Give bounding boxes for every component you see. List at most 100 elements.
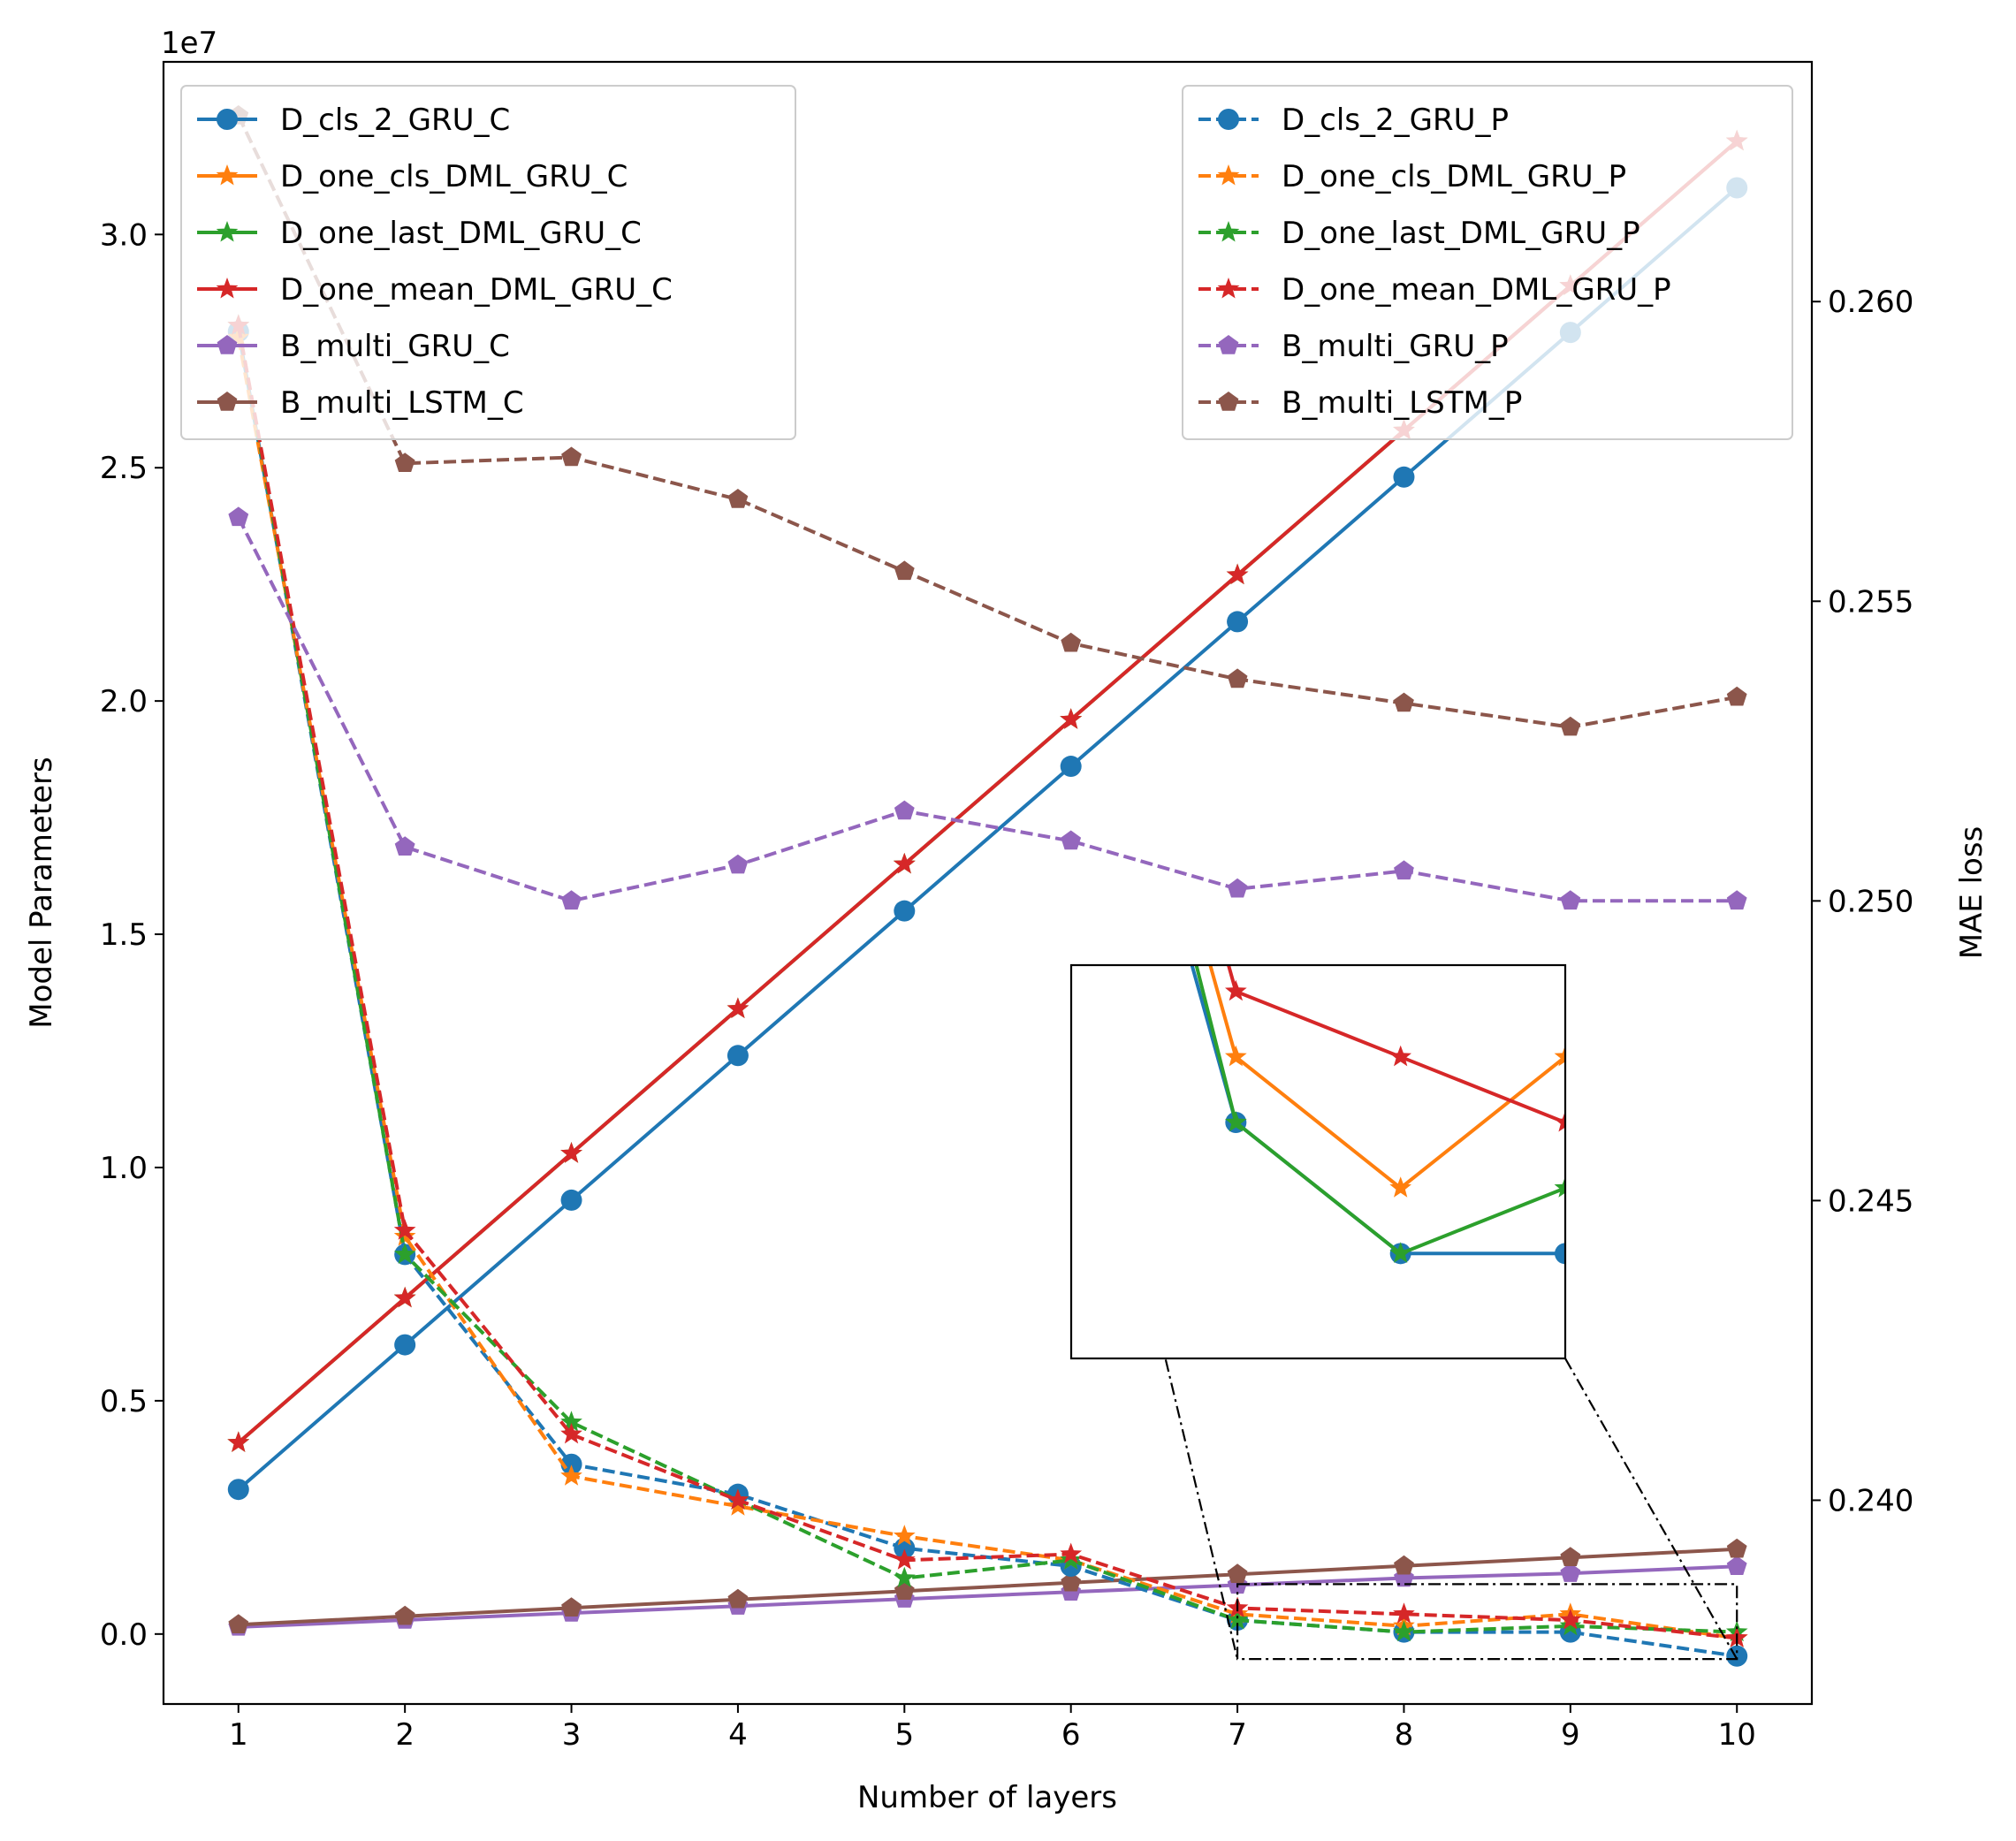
data-point: [227, 1431, 250, 1452]
data-point: [560, 1464, 582, 1486]
legend-label: B_multi_GRU_C: [280, 329, 510, 364]
inset-background: [1071, 965, 1565, 1358]
zoom-source-region: [1236, 1583, 1738, 1661]
legend-marker: [217, 335, 238, 354]
legend-marker: [1217, 221, 1240, 242]
data-point: [1393, 1620, 1415, 1642]
data-point: [1227, 611, 1249, 633]
data-point: [393, 1225, 416, 1246]
data-point: [1726, 686, 1747, 706]
data-point: [1726, 890, 1747, 910]
data-point: [227, 1479, 249, 1501]
data-point: [1060, 1542, 1083, 1563]
data-point: [561, 890, 582, 910]
left-y-tick-label: 0.0: [100, 1617, 148, 1653]
data-point: [1560, 716, 1581, 736]
legend-marker: [1218, 335, 1239, 354]
data-point: [1389, 1242, 1411, 1263]
data-point: [1560, 890, 1581, 910]
legend-marker: [1217, 278, 1240, 299]
legend-entry: B_multi_LSTM_P: [1198, 385, 1522, 421]
data-point: [1389, 1045, 1411, 1067]
legend-label: D_one_last_DML_GRU_C: [280, 216, 642, 251]
left-y-tick-label: 2.5: [100, 451, 148, 486]
zoom-connector: [1564, 1358, 1738, 1660]
series-D_one_last_DML_GRU_P-inset: [1194, 965, 1565, 1263]
x-tick-label: 6: [1061, 1717, 1081, 1753]
legend-entry: D_one_cls_DML_GRU_C: [197, 159, 628, 194]
legend-loss: D_cls_2_GRU_P D_one_cls_DML_GRU_P D_one_la…: [1182, 85, 1793, 440]
data-point: [893, 1566, 916, 1588]
legend-parameters: D_cls_2_GRU_C D_one_cls_DML_GRU_C D_one_la…: [180, 85, 796, 440]
data-point: [1389, 1176, 1411, 1198]
data-point: [1061, 830, 1082, 850]
data-point: [1559, 1614, 1582, 1636]
data-point: [1225, 1111, 1247, 1132]
data-point: [560, 1422, 582, 1444]
series-B_multi_LSTM_C: [228, 1538, 1747, 1633]
legend-label: D_cls_2_GRU_P: [1282, 103, 1509, 138]
legend-marker: [1218, 109, 1239, 130]
data-point: [393, 1219, 416, 1240]
data-point: [893, 1525, 916, 1546]
data-point: [561, 446, 582, 467]
legend-entry: D_one_mean_DML_GRU_C: [197, 272, 673, 308]
legend-entry: D_cls_2_GRU_C: [197, 103, 510, 138]
data-point: [893, 1548, 916, 1570]
x-tick-label: 8: [1395, 1717, 1414, 1753]
legend-marker: [1218, 392, 1239, 411]
data-point: [1225, 979, 1247, 1001]
legend-marker: [1217, 164, 1240, 186]
data-point: [228, 506, 249, 527]
data-point: [1060, 708, 1083, 729]
legend-entry: D_one_cls_DML_GRU_P: [1198, 159, 1626, 194]
left-y-tick-label: 2.0: [100, 684, 148, 719]
x-tick-label: 10: [1718, 1717, 1756, 1753]
left-axis-offset-label: 1e7: [161, 26, 217, 61]
legend-marker: [217, 109, 238, 130]
legend-entry: D_one_last_DML_GRU_C: [197, 216, 642, 251]
legend-frame: [1182, 85, 1793, 440]
data-point: [727, 997, 749, 1018]
data-point: [394, 1605, 415, 1625]
data-point: [1726, 1556, 1747, 1575]
right-y-tick-label: 0.260: [1828, 285, 1913, 320]
data-point: [394, 453, 415, 472]
data-point: [1061, 1571, 1082, 1592]
data-point: [1227, 878, 1248, 898]
legend-marker: [216, 164, 239, 186]
legend-entry: B_multi_GRU_C: [197, 329, 510, 364]
data-point: [727, 489, 749, 508]
legend-entry: D_one_last_DML_GRU_P: [1198, 216, 1640, 251]
data-point: [394, 836, 415, 856]
x-tick-label: 2: [395, 1717, 415, 1753]
x-tick-label: 4: [728, 1717, 748, 1753]
data-point: [727, 1488, 749, 1510]
data-point: [1226, 563, 1249, 585]
right-y-axis-label: MAE loss: [1954, 826, 1989, 960]
x-axis-label: Number of layers: [857, 1780, 1117, 1815]
data-point: [1554, 1045, 1565, 1067]
data-point: [1393, 1602, 1415, 1624]
legend-label: D_one_cls_DML_GRU_P: [1282, 159, 1626, 194]
left-y-tick-label: 0.5: [100, 1384, 148, 1419]
left-y-axis-label: Model Parameters: [24, 757, 59, 1029]
data-point: [560, 1453, 582, 1475]
x-tick-label: 1: [229, 1717, 248, 1753]
left-y-tick-label: 1.5: [100, 917, 148, 953]
legends: D_cls_2_GRU_C D_one_cls_DML_GRU_C D_one_la…: [180, 85, 1793, 440]
data-point: [1559, 1609, 1582, 1630]
series-line-B_multi_LSTM_P: [236, 115, 1738, 729]
series-line-D_one_cls_DML_GRU_P-inset: [1208, 965, 1565, 1191]
series-line-D_one_mean_DML_GRU_P-inset: [1226, 965, 1565, 1124]
series-D_one_mean_DML_GRU_P-inset: [1225, 965, 1565, 1132]
data-point: [228, 1614, 249, 1633]
right-y-tick-label: 0.250: [1828, 884, 1913, 919]
series-line-D_one_last_DML_GRU_P: [236, 325, 1738, 1634]
series-line-D_one_mean_DML_GRU_P: [236, 325, 1738, 1640]
legend-entry: D_cls_2_GRU_P: [1198, 103, 1509, 138]
data-point: [1554, 1176, 1565, 1198]
legend-label: D_one_cls_DML_GRU_C: [280, 159, 628, 194]
data-point: [1560, 1547, 1581, 1566]
